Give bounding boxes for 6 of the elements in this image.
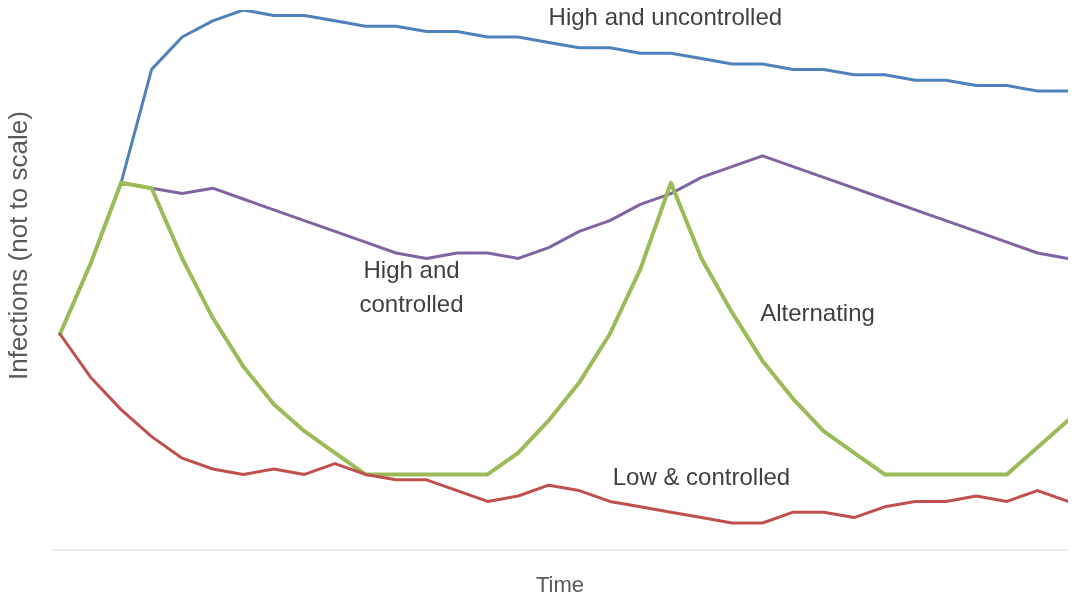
series-label: Alternating: [760, 299, 875, 326]
x-axis-title: Time: [535, 572, 585, 597]
series-label: Low & controlled: [612, 462, 791, 490]
y-axis-title: Infections (not to scale): [3, 111, 34, 380]
series-label: High and controlled: [359, 256, 464, 318]
series-label: High and uncontrolled: [548, 3, 783, 31]
